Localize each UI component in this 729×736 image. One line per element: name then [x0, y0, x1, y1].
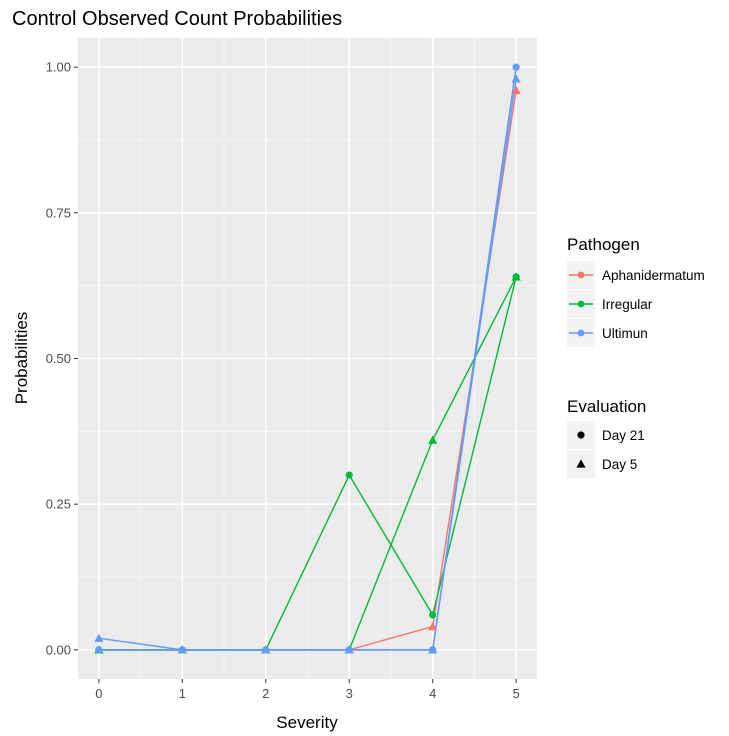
chart-title: Control Observed Count Probabilities [12, 8, 342, 30]
legend-label: Aphanidermatum [602, 268, 705, 283]
x-tick-label: 3 [346, 686, 353, 701]
grid [78, 38, 537, 679]
data-point [428, 645, 438, 654]
legend-label: Day 21 [602, 428, 645, 443]
data-point [177, 645, 187, 654]
x-axis-title: Severity [276, 713, 338, 732]
series-line [98, 78, 517, 651]
data-point [511, 85, 521, 95]
legend-key-point [577, 271, 585, 279]
data-point [94, 633, 104, 642]
series-lines [98, 67, 517, 651]
y-tick-label: 0.25 [46, 497, 71, 512]
y-axis-title: Probabilities [12, 312, 31, 405]
x-tick-label: 1 [179, 686, 186, 701]
y-tick-label: 1.00 [46, 60, 71, 75]
legend-key-point [577, 300, 585, 308]
data-point [428, 435, 438, 444]
legend-key-shape [576, 459, 586, 468]
legend-title: Evaluation [567, 397, 646, 416]
data-point [429, 611, 437, 619]
series-points [94, 63, 521, 654]
x-tick-label: 5 [513, 686, 520, 701]
y-tick-label: 0.50 [46, 351, 71, 366]
data-point [512, 63, 520, 71]
data-point [95, 646, 103, 654]
data-point [261, 645, 271, 654]
legend-label: Irregular [602, 297, 653, 312]
x-tick-label: 0 [95, 686, 102, 701]
y-tick-label: 0.00 [46, 642, 71, 657]
legend-title: Pathogen [567, 235, 640, 254]
x-tick-label: 2 [262, 686, 269, 701]
data-point [511, 74, 521, 83]
data-point [428, 621, 438, 631]
y-tick-label: 0.75 [46, 205, 71, 220]
axes: 0 1 2 3 4 5 0.00 0.25 0.50 0.75 1.00 [46, 60, 520, 701]
legend: Pathogen Aphanidermatum Irregular Ultimun Ev… [567, 235, 705, 478]
legend-label: Ultimun [602, 326, 648, 341]
legend-key-point [577, 329, 585, 337]
data-point [344, 645, 354, 654]
legend-label: Day 5 [602, 457, 637, 472]
data-point [511, 272, 521, 281]
legend-key-shape [577, 431, 585, 439]
data-point [345, 471, 353, 479]
x-tick-label: 4 [429, 686, 436, 701]
